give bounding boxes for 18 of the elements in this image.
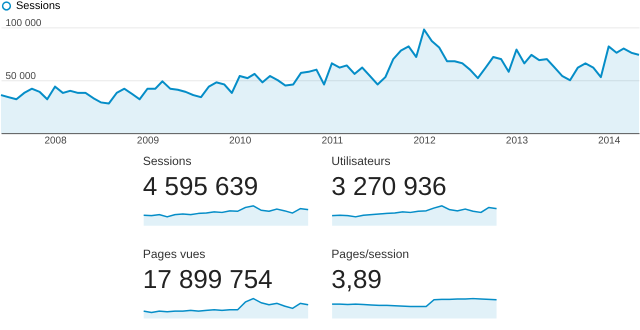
chart-subtitle: 4 595 639 xyxy=(142,173,258,202)
x-tick-label: 2012 xyxy=(413,136,436,147)
legend-label: Sessions xyxy=(16,0,61,12)
x-tick-label: 2009 xyxy=(136,136,160,147)
x-tick-label: 2010 xyxy=(229,136,252,147)
y-tick-label: 100 000 xyxy=(5,18,42,29)
chart-title: Sessions xyxy=(142,154,192,168)
x-tick-label: 2014 xyxy=(598,136,621,147)
chart-subtitle: 17 899 754 xyxy=(142,266,273,294)
y-tick-label: 50 000 xyxy=(5,70,36,82)
x-tick-label: 2011 xyxy=(322,136,344,147)
chart-subtitle: 3 270 936 xyxy=(331,173,447,202)
chart-subtitle: 3,89 xyxy=(331,266,382,294)
x-tick-label: 2013 xyxy=(506,136,529,147)
chart-title: Utilisateurs xyxy=(331,154,390,168)
chart-title: Pages vues xyxy=(142,246,206,261)
x-tick-label: 2008 xyxy=(44,136,68,147)
chart-title: Pages/session xyxy=(331,246,410,261)
